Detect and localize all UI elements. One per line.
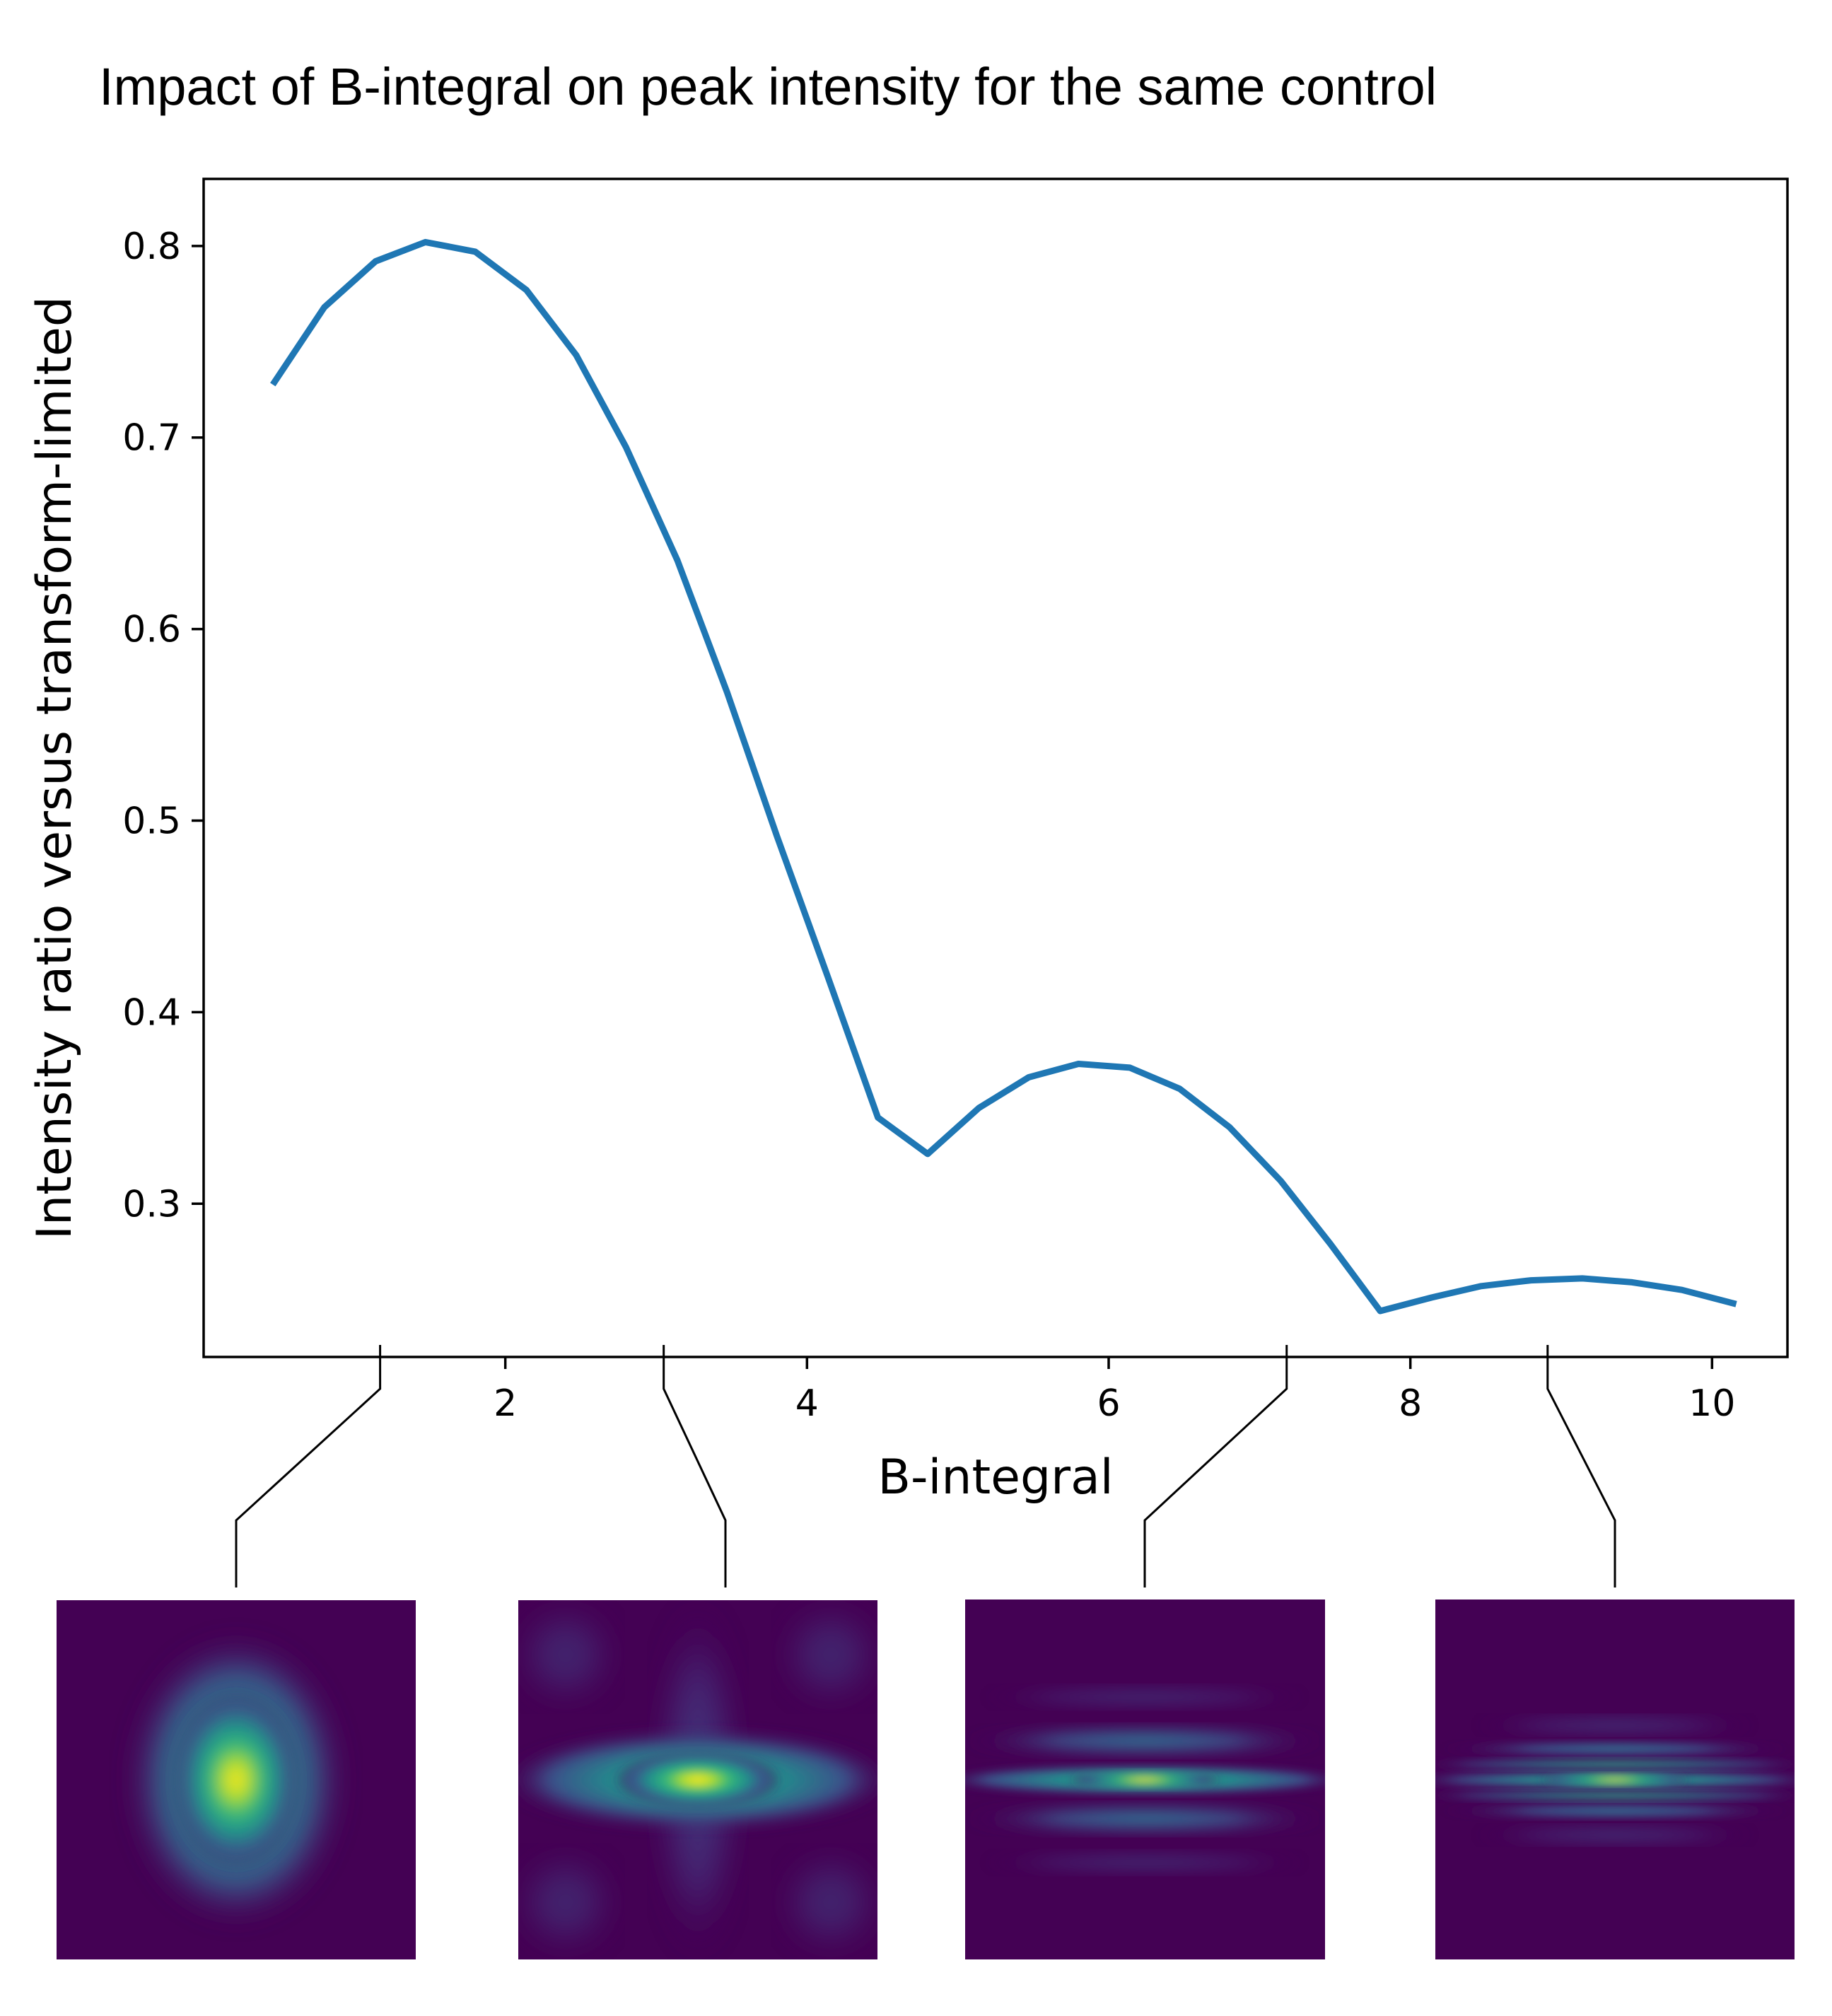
y-tick-label: 0.8	[122, 226, 181, 268]
x-axis-ticks: 2 4 6 8 10	[494, 1357, 1735, 1425]
y-axis-label: Intensity ratio versus transform-limited	[27, 296, 83, 1240]
y-tick-label: 0.4	[122, 991, 181, 1034]
y-axis-ticks: 0.3 0.4 0.5 0.6 0.7 0.8	[122, 226, 204, 1225]
inset-connector	[1143, 1345, 1288, 1587]
x-tick-label: 10	[1688, 1382, 1735, 1425]
inset-connector	[663, 1345, 727, 1587]
inset-connector	[235, 1345, 382, 1587]
x-axis-label: B-integral	[877, 1450, 1113, 1505]
y-tick-label: 0.5	[122, 800, 181, 842]
y-tick-label: 0.3	[122, 1183, 181, 1225]
inset-image-1	[57, 1600, 416, 1959]
x-tick-label: 2	[494, 1382, 517, 1425]
y-tick-label: 0.7	[122, 417, 181, 460]
chart-title: Impact of B-integral on peak intensity f…	[99, 57, 1437, 116]
y-tick-label: 0.6	[122, 609, 181, 651]
inset-image-2	[518, 1600, 877, 1959]
inset-connector	[1546, 1345, 1616, 1587]
inset-connectors	[235, 1345, 1616, 1587]
x-tick-label: 8	[1399, 1382, 1422, 1425]
x-tick-label: 6	[1097, 1382, 1120, 1425]
plot-frame	[202, 177, 1789, 1358]
inset-image-3	[965, 1600, 1325, 1959]
inset-image-4	[1435, 1600, 1795, 1959]
intensity-ratio-line	[270, 238, 1737, 1315]
x-tick-label: 4	[795, 1382, 819, 1425]
